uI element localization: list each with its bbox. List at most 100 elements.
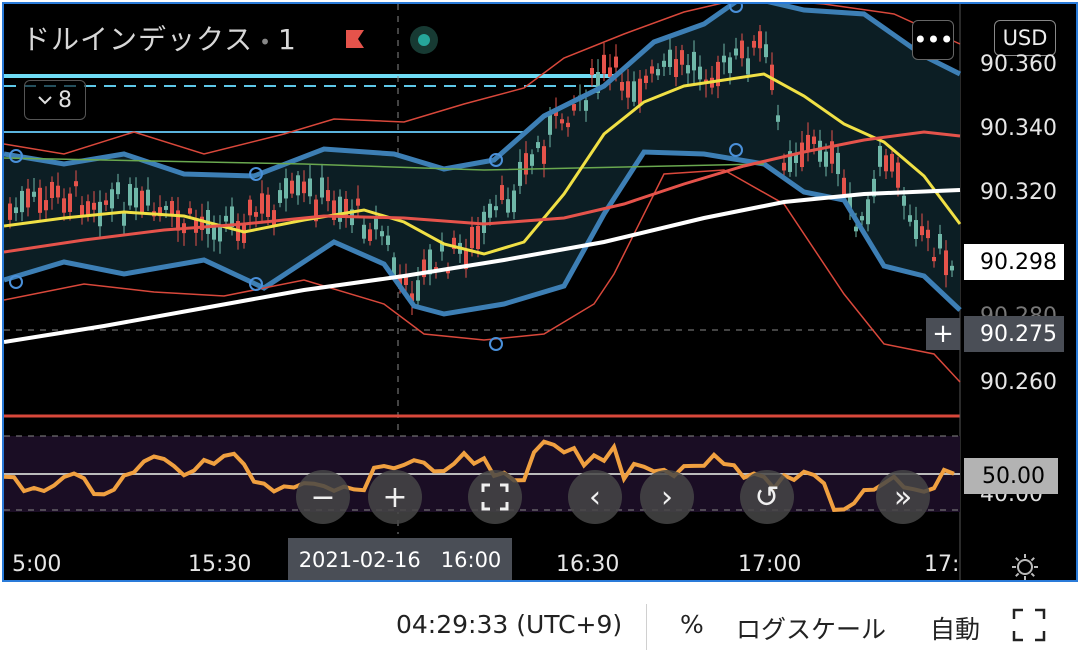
rsi-value-tag: 50.00 (964, 458, 1058, 494)
fullscreen-icon[interactable] (1012, 608, 1046, 642)
candle-body (950, 265, 954, 271)
time-label: 17:00 (738, 552, 802, 577)
envelope-upper (4, 4, 961, 155)
candle-body (392, 257, 396, 276)
gear-icon[interactable] (1010, 552, 1040, 582)
flag-icon[interactable] (344, 28, 366, 50)
candle-body (218, 225, 222, 242)
symbol-name: ドルインデックス (22, 23, 254, 56)
candle-body (422, 259, 426, 278)
candle-body (86, 201, 90, 216)
pivot-marker (489, 337, 503, 351)
candle-body (860, 216, 864, 221)
candle-body (404, 274, 408, 286)
trend-line-green (4, 157, 765, 171)
price-chart[interactable] (4, 4, 1078, 582)
fullscreen-button[interactable] (468, 470, 522, 524)
candle-body (572, 104, 576, 111)
pivot-marker (489, 153, 503, 167)
percent-scale-button[interactable]: % (680, 610, 704, 639)
candle-body (290, 180, 294, 194)
candle-body (188, 208, 192, 214)
candle-body (608, 67, 612, 77)
candle-body (926, 229, 930, 239)
price-label: 90.340 (980, 116, 1057, 141)
interval-label: 1 (277, 23, 297, 56)
more-options-button[interactable]: ••• (912, 20, 954, 60)
candle-body (890, 153, 894, 172)
candle-body (740, 40, 744, 59)
candle-body (338, 196, 342, 222)
candle-body (266, 194, 270, 217)
candle-body (242, 224, 246, 243)
time-label: 15:30 (188, 552, 252, 577)
candle-body (692, 51, 696, 71)
candle-body (284, 178, 288, 199)
candle-body (788, 151, 792, 172)
indicators-toggle-button[interactable]: 8 (24, 80, 86, 120)
pivot-marker (9, 149, 23, 163)
candle-body (410, 293, 414, 302)
candle-body (512, 190, 516, 213)
clock-label[interactable]: 04:29:33 (UTC+9) (396, 610, 623, 639)
candle-body (440, 241, 444, 252)
chart-frame[interactable]: ドルインデックス • 1 8 ••• USD 90.360 90.340 90.32… (2, 2, 1078, 582)
pivot-marker (729, 4, 743, 13)
candle-body (698, 66, 702, 80)
candle-body (776, 115, 780, 122)
candlestick-series (8, 24, 954, 316)
candle-body (938, 233, 942, 249)
candle-body (842, 177, 846, 196)
candle-body (56, 185, 60, 198)
candle-body (176, 210, 180, 231)
ma-white (4, 188, 961, 344)
candle-body (686, 65, 690, 74)
candle-body (524, 153, 528, 175)
candle-body (80, 205, 84, 217)
price-label: 90.360 (980, 52, 1057, 77)
candle-body (668, 49, 672, 67)
candle-body (896, 162, 900, 188)
auto-scale-button[interactable]: 自動 (930, 615, 981, 644)
candle-body (920, 226, 924, 236)
candle-body (164, 205, 168, 210)
candle-body (536, 142, 540, 149)
candle-body (308, 178, 312, 197)
candle-body (38, 187, 42, 213)
log-scale-button[interactable]: ログスケール (736, 615, 887, 644)
candle-body (506, 199, 510, 213)
candle-body (794, 152, 798, 163)
envelope-lower (4, 169, 961, 383)
reset-chart-button[interactable]: ↺ (740, 470, 794, 524)
candle-body (818, 140, 822, 162)
symbol-title[interactable]: ドルインデックス • 1 (22, 23, 297, 56)
pivot-marker (9, 275, 23, 289)
candle-body (68, 193, 72, 212)
candle-body (14, 207, 18, 214)
candle-body (356, 198, 360, 206)
candle-body (500, 185, 504, 201)
candle-body (656, 69, 660, 76)
candle-body (800, 142, 804, 168)
add-alert-button[interactable]: + (926, 318, 960, 350)
candle-body (44, 200, 48, 211)
candle-body (728, 57, 732, 74)
candle-body (848, 195, 852, 209)
candle-body (650, 66, 654, 74)
candle-body (254, 212, 258, 217)
candle-body (872, 178, 876, 197)
time-label: 17: (924, 552, 960, 577)
candle-body (914, 220, 918, 239)
candle-body (110, 189, 114, 209)
currency-button[interactable]: USD (994, 20, 1056, 56)
candle-body (566, 122, 570, 128)
candle-body (812, 136, 816, 144)
candle-body (824, 151, 828, 167)
zoom-in-button[interactable]: + (368, 470, 422, 524)
scroll-to-end-button[interactable]: » (876, 470, 930, 524)
candle-body (122, 211, 126, 226)
time-label: 5:00 (12, 552, 62, 577)
scroll-left-button[interactable]: ‹ (568, 470, 622, 524)
scroll-right-button[interactable]: › (640, 470, 694, 524)
zoom-out-button[interactable]: − (296, 470, 350, 524)
